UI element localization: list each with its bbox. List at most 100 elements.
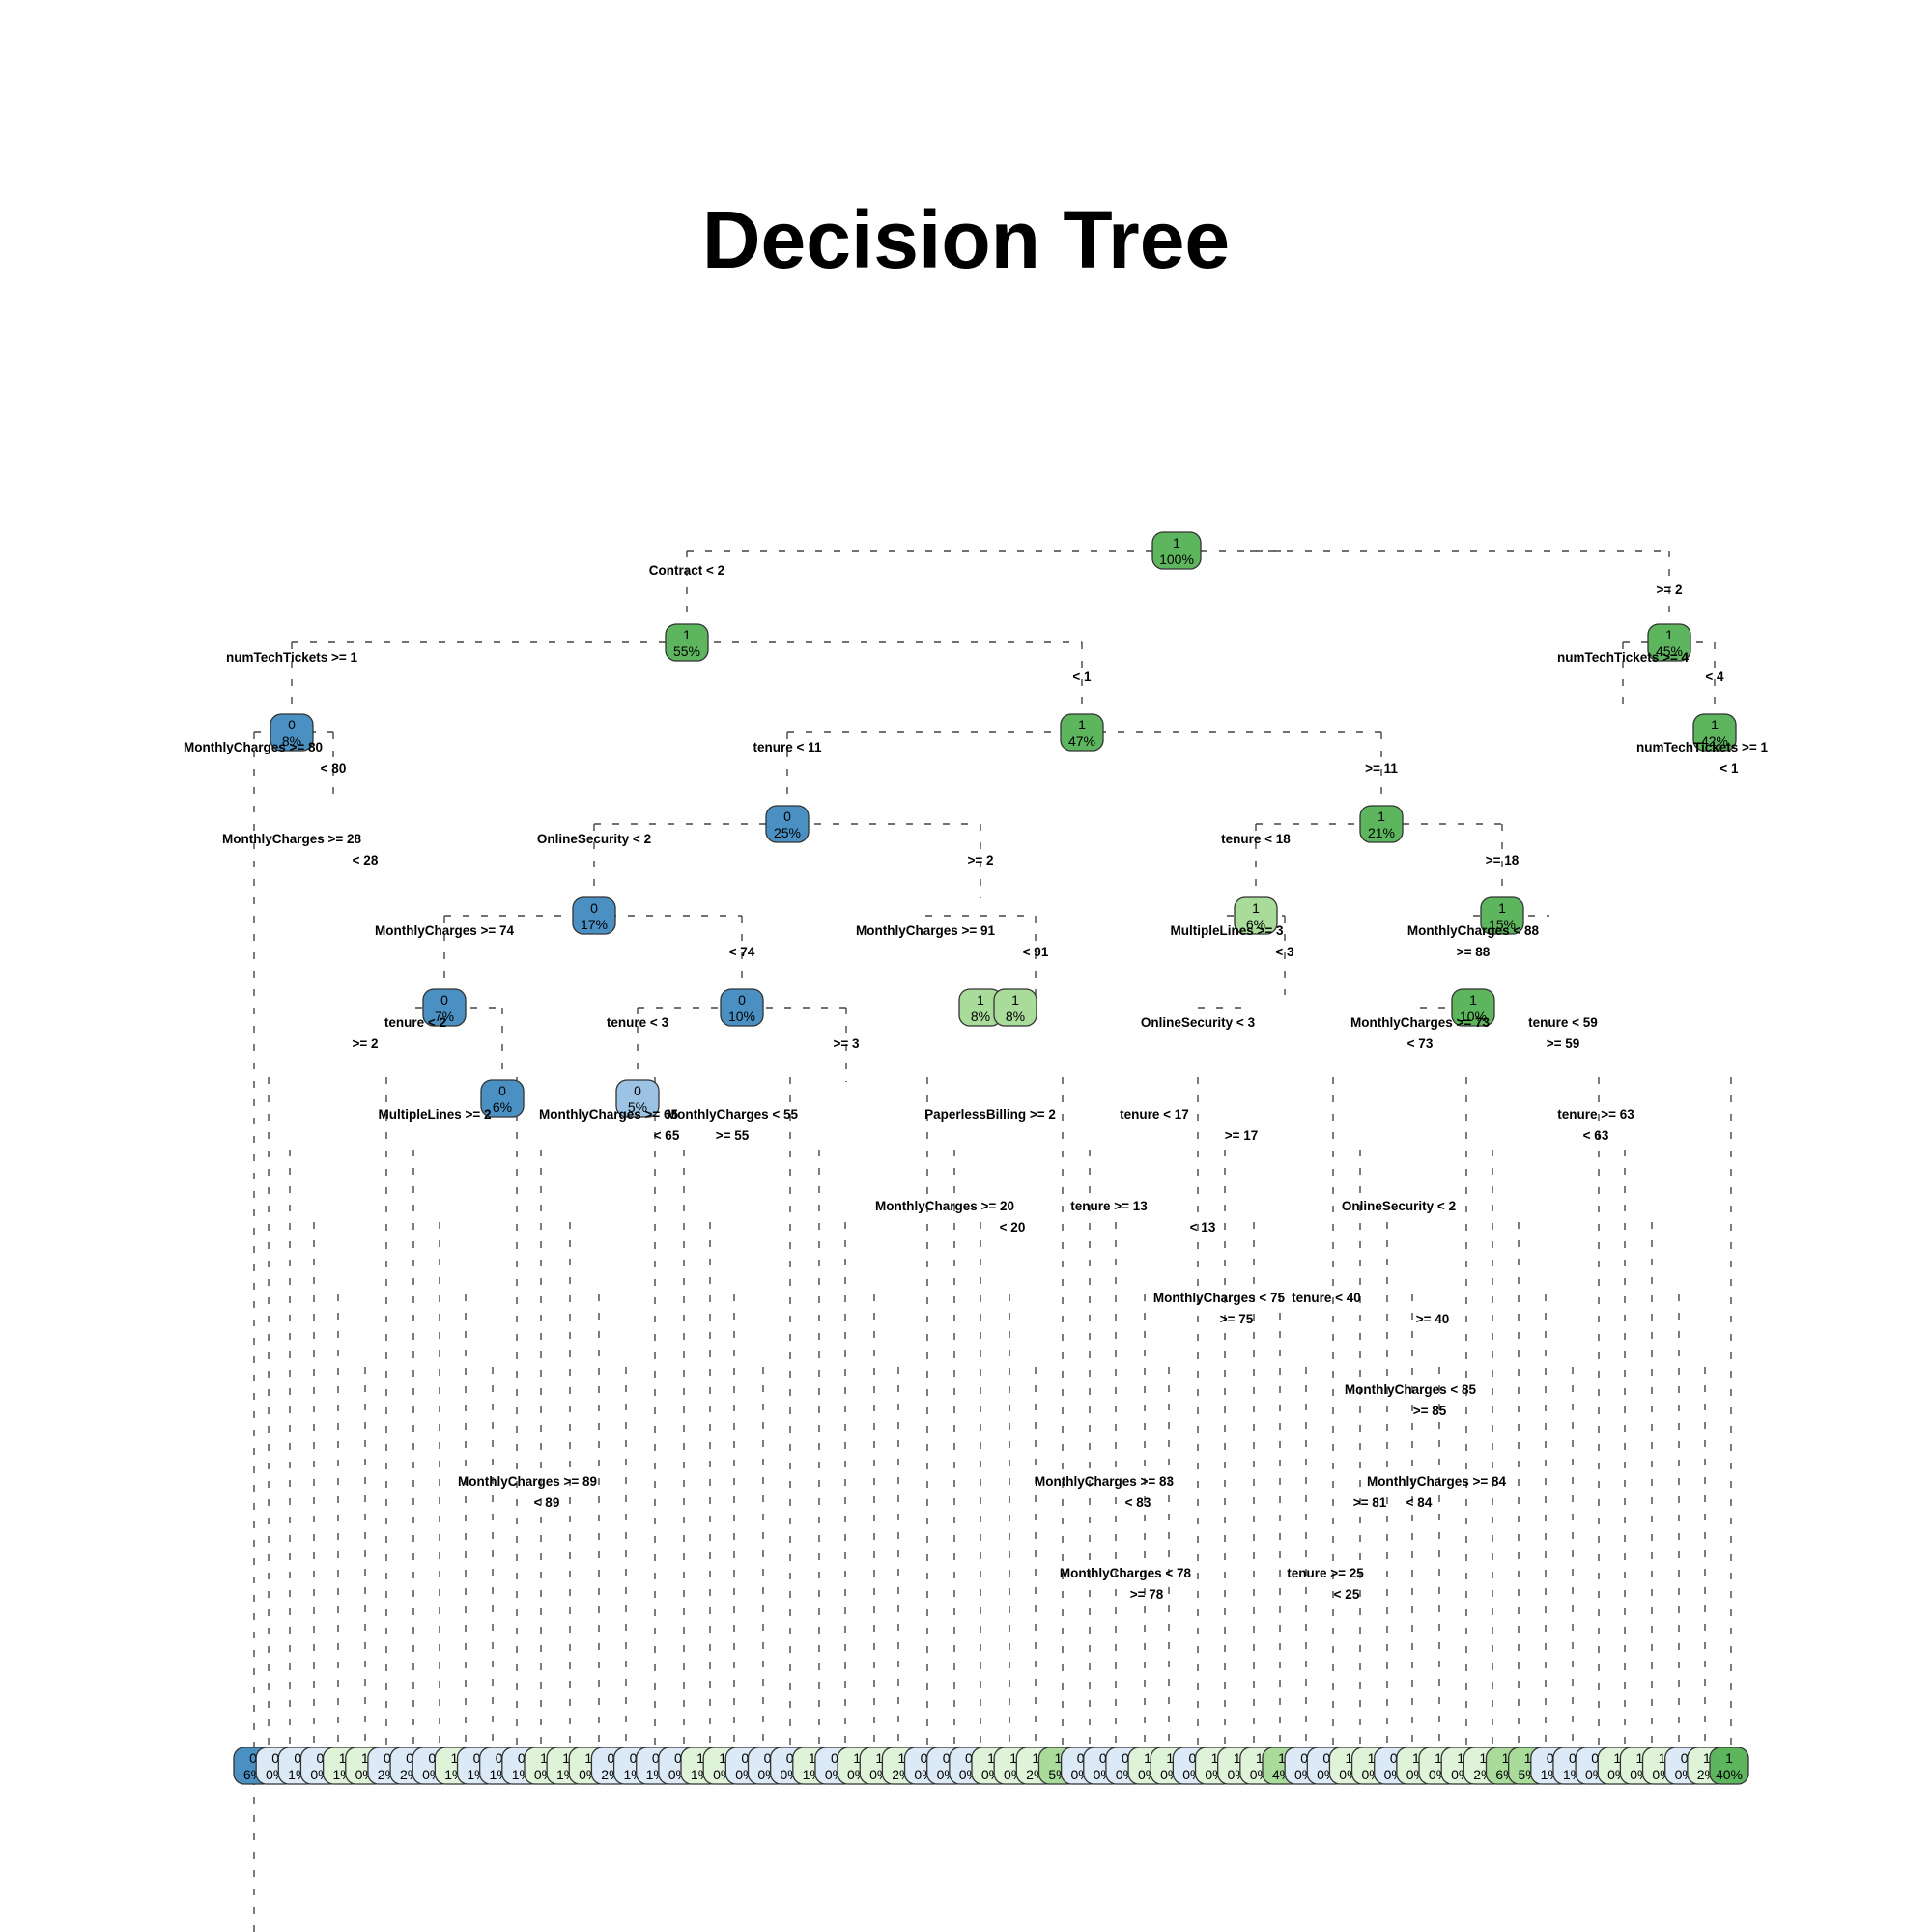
split-label: >= 88 <box>1457 945 1491 959</box>
node-class: 0 <box>1591 1750 1599 1766</box>
node-class: 0 <box>1390 1750 1398 1766</box>
split-label: >= 78 <box>1130 1587 1164 1602</box>
tree-node: 155% <box>665 623 709 662</box>
split-label: MonthlyCharges >= 28 <box>222 832 362 846</box>
node-class: 0 <box>440 992 448 1008</box>
node-class: 1 <box>1435 1750 1442 1766</box>
node-box <box>422 988 467 1027</box>
tree-node: 145% <box>1647 623 1691 662</box>
edge-layer <box>253 550 1732 1932</box>
split-label: MonthlyCharges >= 83 <box>1035 1474 1175 1489</box>
node-box <box>1480 896 1524 935</box>
split-label: < 80 <box>321 761 347 776</box>
node-class: 0 <box>384 1750 391 1766</box>
split-label: >= 11 <box>1365 761 1398 776</box>
node-box <box>993 988 1037 1027</box>
node-class: 1 <box>719 1750 726 1766</box>
tree-node: 142% <box>1692 713 1737 752</box>
node-box <box>572 896 616 935</box>
node-class: 0 <box>741 1750 749 1766</box>
node-percent: 40% <box>1716 1767 1743 1782</box>
split-label: MonthlyCharges < 88 <box>1407 923 1540 938</box>
node-percent: 10% <box>1460 1009 1487 1024</box>
split-label: >= 40 <box>1416 1312 1450 1326</box>
node-class: 0 <box>764 1750 772 1766</box>
node-class: 0 <box>249 1750 257 1766</box>
node-class: 1 <box>897 1750 905 1766</box>
node-class: 0 <box>271 1750 279 1766</box>
node-class: 1 <box>1502 1750 1510 1766</box>
split-label: PaperlessBilling >= 2 <box>924 1107 1056 1122</box>
split-label: MonthlyCharges >= 65 <box>539 1107 679 1122</box>
split-label: MonthlyCharges >= 20 <box>875 1199 1014 1213</box>
node-class: 1 <box>809 1750 816 1766</box>
split-label: >= 18 <box>1486 853 1520 867</box>
node-class: 0 <box>406 1750 413 1766</box>
node-class: 1 <box>339 1750 347 1766</box>
node-class: 1 <box>683 627 691 642</box>
node-percent: 55% <box>673 643 700 659</box>
node-percent: 42% <box>1701 733 1728 749</box>
split-label: < 89 <box>534 1495 560 1510</box>
split-label: MonthlyCharges >= 91 <box>856 923 996 938</box>
node-class: 0 <box>1122 1750 1129 1766</box>
split-label: >= 59 <box>1547 1037 1580 1051</box>
node-class: 0 <box>608 1750 615 1766</box>
node-percent: 15% <box>1489 917 1516 932</box>
tree-node: 07% <box>422 988 467 1027</box>
node-class: 0 <box>1099 1750 1107 1766</box>
node-percent: 45% <box>1656 643 1683 659</box>
node-percent: 100% <box>1159 552 1194 567</box>
split-label: < 84 <box>1406 1495 1433 1510</box>
node-class: 0 <box>652 1750 660 1766</box>
node-class: 1 <box>1524 1750 1532 1766</box>
node-box <box>480 1079 525 1118</box>
tree-node: 05% <box>615 1079 660 1118</box>
node-percent: 6% <box>493 1099 512 1115</box>
split-label: < 83 <box>1125 1495 1151 1510</box>
node-class: 1 <box>1703 1750 1711 1766</box>
split-label: MonthlyCharges < 55 <box>667 1107 799 1122</box>
split-label: tenure >= 25 <box>1287 1566 1364 1580</box>
node-percent: 6% <box>1246 917 1265 932</box>
tree-node: 025% <box>765 805 810 843</box>
chart-title: Decision Tree <box>701 194 1231 285</box>
split-label: tenure >= 63 <box>1557 1107 1634 1122</box>
node-percent: 8% <box>971 1009 990 1024</box>
node-class: 0 <box>738 992 746 1008</box>
node-percent: 25% <box>774 825 801 840</box>
node-percent: 47% <box>1068 733 1095 749</box>
split-label: < 1 <box>1072 669 1092 684</box>
node-class: 1 <box>1256 1750 1264 1766</box>
split-label: MonthlyCharges >= 84 <box>1367 1474 1507 1489</box>
tree-node: 115% <box>1480 896 1524 935</box>
split-label: tenure < 2 <box>384 1015 446 1030</box>
node-class: 1 <box>1378 809 1385 824</box>
node-class: 1 <box>1211 1750 1219 1766</box>
node-class: 0 <box>294 1750 301 1766</box>
node-box <box>1709 1747 1749 1785</box>
tree-node: 16% <box>1234 896 1278 935</box>
node-class: 1 <box>584 1750 592 1766</box>
node-box <box>1359 805 1404 843</box>
node-class: 0 <box>518 1750 526 1766</box>
tree-node: 06% <box>480 1079 525 1118</box>
node-box <box>1060 713 1104 752</box>
tree-node: 08% <box>270 713 314 752</box>
split-label: < 4 <box>1705 669 1724 684</box>
split-label: < 20 <box>1000 1220 1026 1235</box>
split-label: OnlineSecurity < 2 <box>1342 1199 1456 1213</box>
node-class: 1 <box>696 1750 704 1766</box>
split-label: >= 75 <box>1220 1312 1254 1326</box>
node-box <box>1692 713 1737 752</box>
split-label: < 3 <box>1275 945 1294 959</box>
split-label: >= 2 <box>1656 582 1682 597</box>
node-percent: 17% <box>581 917 608 932</box>
label-layer: Contract < 2 >= 2 numTechTickets >= 1 < 1 nu… <box>184 563 1769 1602</box>
node-class: 0 <box>1322 1750 1330 1766</box>
split-label: < 74 <box>729 945 755 959</box>
split-label: MonthlyCharges >= 89 <box>458 1474 597 1489</box>
node-class: 0 <box>630 1750 638 1766</box>
node-class: 0 <box>943 1750 951 1766</box>
node-class: 1 <box>1011 992 1019 1008</box>
